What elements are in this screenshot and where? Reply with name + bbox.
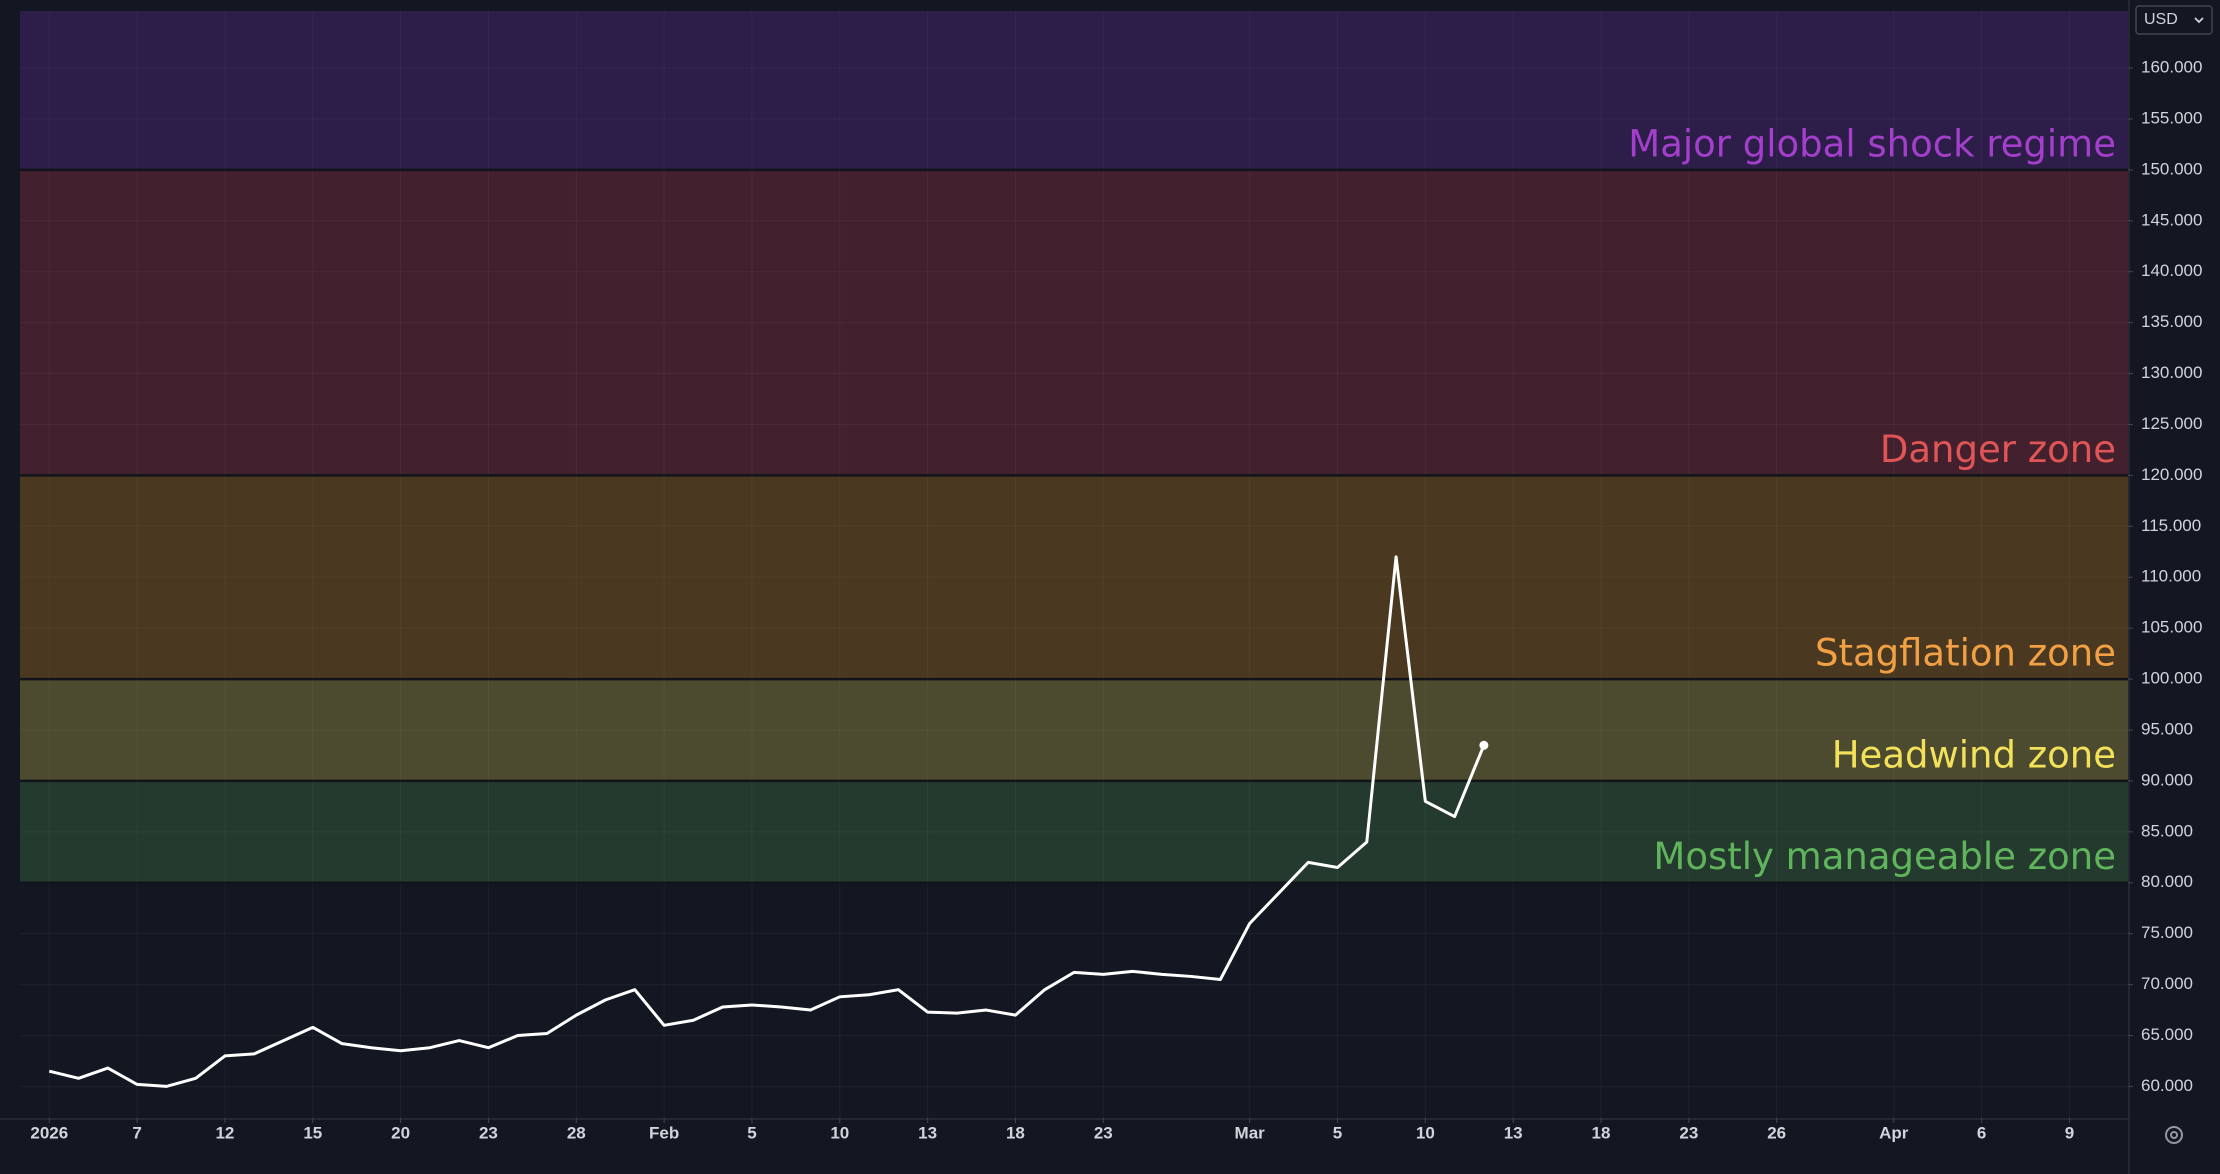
y-tick-label: 100.000 <box>2141 669 2202 688</box>
x-tick-label: 18 <box>1592 1123 1611 1142</box>
y-tick-label: 120.000 <box>2141 465 2202 484</box>
x-tick-label: 13 <box>1504 1123 1523 1142</box>
y-tick-label: 65.000 <box>2141 1025 2193 1044</box>
zone-label: Stagflation zone <box>1815 632 2116 675</box>
y-tick-label: 95.000 <box>2141 719 2193 738</box>
last-point <box>1479 740 1489 750</box>
zone-label: Danger zone <box>1880 428 2116 471</box>
y-tick-label: 115.000 <box>2141 516 2201 535</box>
currency-box[interactable] <box>2135 5 2213 35</box>
x-tick-label: 6 <box>1977 1123 1986 1142</box>
x-tick-label: 23 <box>1679 1123 1698 1142</box>
zone-label: Headwind zone <box>1832 733 2116 776</box>
plot-area: Mostly manageable zone Headwind zone Stagf… <box>20 11 2128 1118</box>
x-tick-label: 9 <box>2065 1123 2074 1142</box>
y-tick-label: 60.000 <box>2141 1076 2193 1095</box>
price-line <box>48 555 1486 1088</box>
x-tick-label: 10 <box>1416 1123 1435 1142</box>
x-tick-label: 28 <box>567 1123 586 1142</box>
y-tick-label: 80.000 <box>2141 872 2193 891</box>
y-tick-label: 110.000 <box>2141 567 2201 586</box>
x-tick-label: 13 <box>918 1123 937 1142</box>
x-tick-label: Feb <box>649 1123 679 1142</box>
zone-band <box>20 679 2128 781</box>
y-tick-label: 75.000 <box>2141 923 2193 942</box>
gear-inner[interactable] <box>2170 1131 2178 1139</box>
zone-band <box>20 169 2128 476</box>
x-tick-label: Mar <box>1235 1123 1266 1142</box>
y-tick-label: 155.000 <box>2141 108 2202 127</box>
x-tick-label: 20 <box>391 1123 410 1142</box>
x-tick-label: 12 <box>215 1123 234 1142</box>
y-tick-label: 125.000 <box>2141 414 2202 433</box>
x-tick-label: 26 <box>1767 1123 1786 1142</box>
x-tick-label: 2026 <box>30 1123 68 1142</box>
currency-chevron[interactable] <box>2194 17 2204 24</box>
x-tick-label: 7 <box>132 1123 141 1142</box>
y-tick-label: 90.000 <box>2141 770 2193 789</box>
x-tick-label: 15 <box>303 1123 322 1142</box>
y-tick-label: 140.000 <box>2141 261 2202 280</box>
x-tick-label: 23 <box>479 1123 498 1142</box>
x-tick-label: 10 <box>830 1123 849 1142</box>
zone-label: Major global shock regime <box>1628 122 2116 165</box>
gear-outer[interactable] <box>2165 1126 2183 1144</box>
y-tick-label: 130.000 <box>2141 363 2202 382</box>
y-tick-label: 70.000 <box>2141 974 2193 993</box>
zone-band <box>20 780 2128 883</box>
x-tick-label: Apr <box>1879 1123 1909 1142</box>
x-tick-label: 23 <box>1094 1123 1113 1142</box>
y-tick-label: 160.000 <box>2141 58 2202 77</box>
y-tick-label: 85.000 <box>2141 821 2193 840</box>
x-tick-label: 5 <box>1333 1123 1342 1142</box>
zone-label: Mostly manageable zone <box>1653 835 2116 878</box>
y-tick-label: 150.000 <box>2141 159 2202 178</box>
currency-label[interactable]: USD <box>2144 11 2178 28</box>
y-tick-label: 135.000 <box>2141 312 2202 331</box>
zone-band <box>20 11 2128 170</box>
zone-band <box>20 475 2128 680</box>
x-tick-label: 18 <box>1006 1123 1025 1142</box>
currency-selector[interactable]: USD <box>2135 5 2213 35</box>
settings-button[interactable] <box>2165 1126 2183 1144</box>
y-tick-label: 145.000 <box>2141 210 2202 229</box>
y-tick-label: 105.000 <box>2141 618 2202 637</box>
x-tick-label: 5 <box>747 1123 756 1142</box>
